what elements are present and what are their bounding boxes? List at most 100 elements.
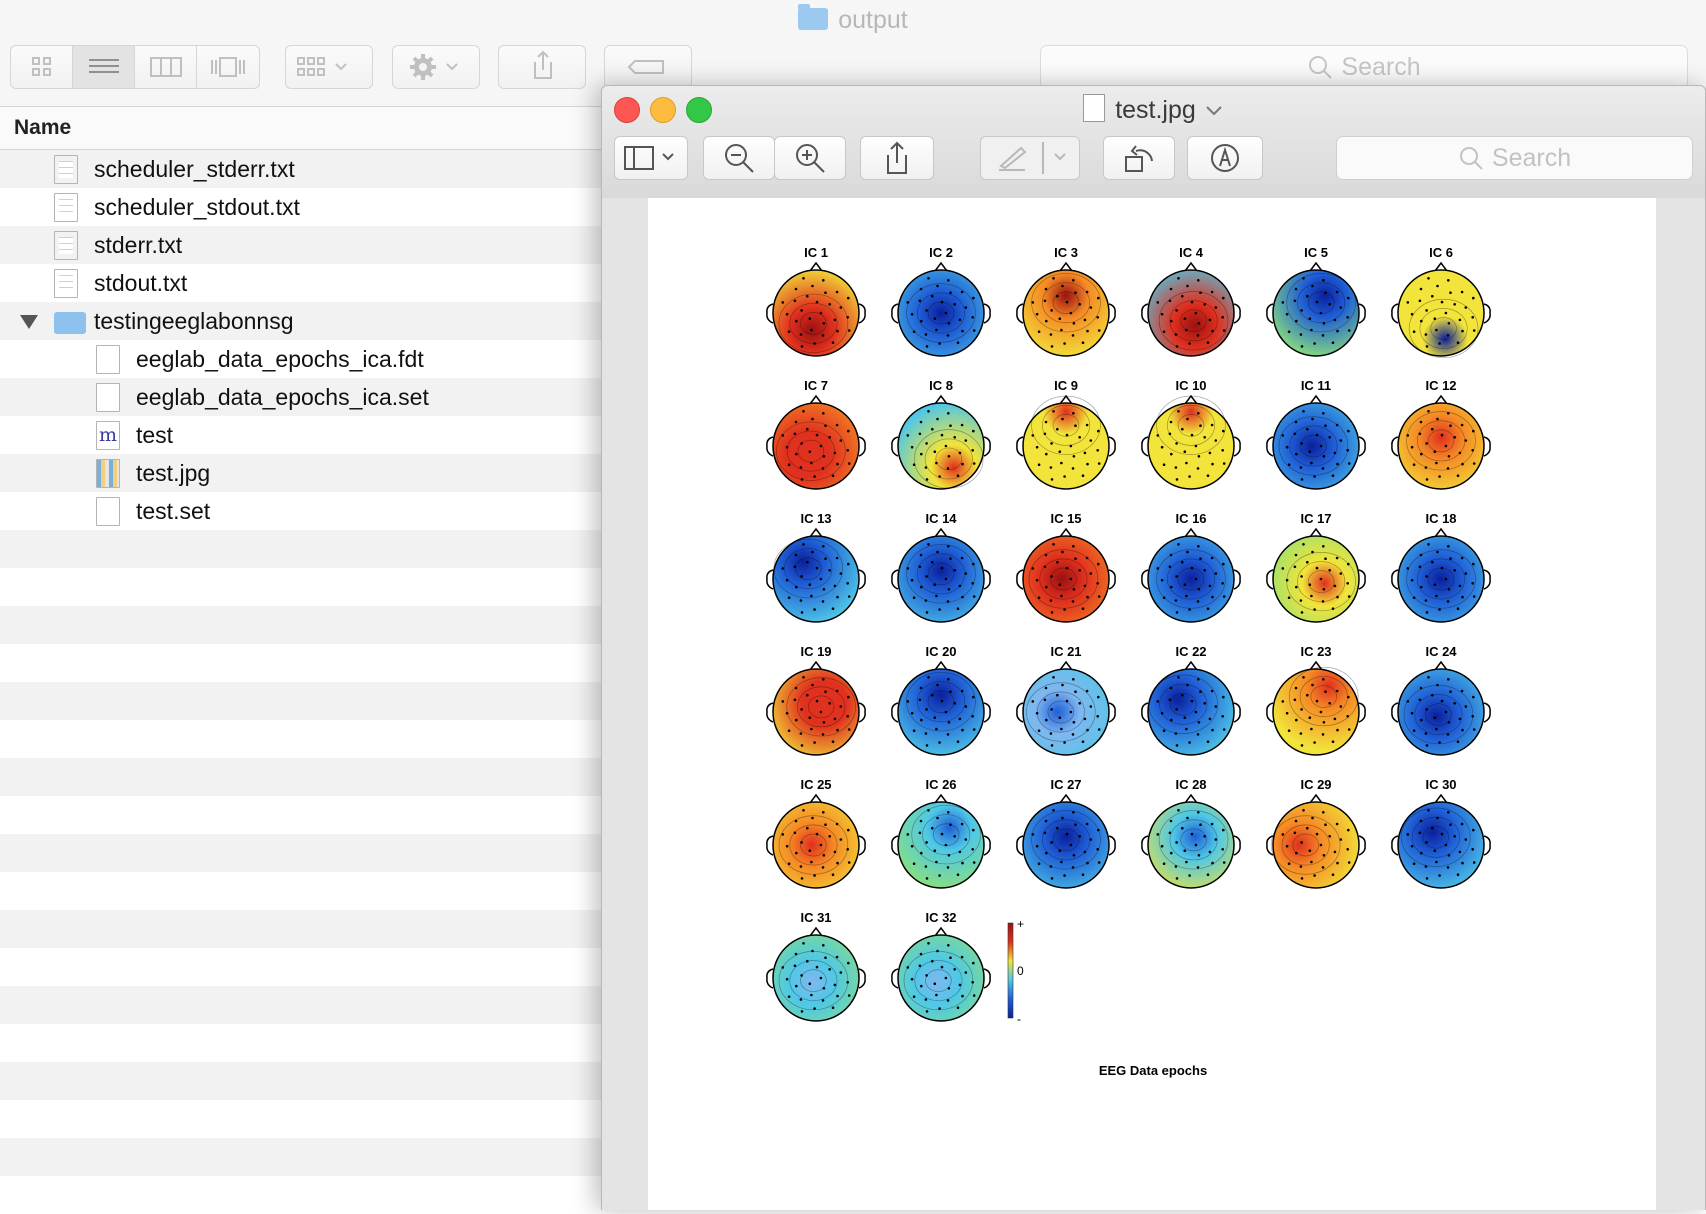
gear-icon (410, 54, 458, 80)
ic-topoplot (1016, 660, 1116, 756)
file-name: testingeeglabonnsg (94, 308, 294, 334)
ica-topoplot-figure: IC 1 IC 2 IC 3 IC 4 IC 5 IC 6 IC 7 IC 8 IC 9 IC 1… (766, 245, 1491, 1078)
gallery-view-button[interactable] (197, 46, 259, 88)
matlab-file-icon: m (96, 421, 120, 450)
figure-caption: EEG Data epochs (1099, 1063, 1207, 1078)
ic-label: IC 10 (1175, 378, 1206, 393)
text-file-icon (54, 269, 78, 298)
search-icon (1459, 147, 1483, 170)
ic-label: IC 12 (1425, 378, 1456, 393)
file-name: stdout.txt (94, 270, 188, 296)
disclosure-triangle-icon[interactable] (20, 315, 38, 329)
tag-button[interactable] (604, 45, 692, 89)
colorbar-mid-label: 0 (1017, 964, 1024, 978)
finder-title: output (0, 0, 1706, 40)
image-file-icon (1083, 94, 1106, 122)
file-name: eeglab_data_epochs_ica.fdt (136, 346, 424, 372)
file-name: test (136, 422, 174, 448)
columns-icon (149, 57, 182, 77)
column-view-button[interactable] (135, 46, 197, 88)
search-placeholder: Search (1491, 144, 1572, 172)
ic-label: IC 20 (925, 644, 956, 659)
ic-topoplot (1391, 261, 1491, 359)
markup-toolbar-button[interactable] (1187, 136, 1263, 180)
ic-topoplot (891, 394, 991, 490)
ic-topoplot (1016, 394, 1116, 490)
ic-topoplot (1141, 527, 1241, 623)
ic-label: IC 14 (925, 511, 957, 526)
ic-label: IC 31 (800, 910, 831, 925)
zoom-out-icon (725, 144, 754, 173)
icon-view-button[interactable] (11, 46, 73, 88)
ic-topoplot (1391, 793, 1491, 889)
ic-topoplot (766, 527, 866, 623)
text-file-icon (54, 193, 78, 222)
name-column-label: Name (14, 116, 72, 139)
ic-label: IC 24 (1425, 644, 1457, 659)
search-icon (1309, 56, 1333, 79)
sidebar-button[interactable] (614, 136, 688, 180)
ic-topoplot (891, 261, 991, 357)
ic-label: IC 19 (800, 644, 831, 659)
ic-topoplot (891, 527, 991, 623)
ic-label: IC 18 (1425, 511, 1456, 526)
finder-search-field[interactable]: Search (1040, 45, 1688, 89)
ic-topoplot (766, 660, 866, 756)
ic-label: IC 7 (804, 378, 828, 393)
markup-pen-button[interactable] (980, 136, 1080, 180)
folder-icon (54, 312, 86, 334)
ic-label: IC 6 (1429, 245, 1453, 260)
ic-label: IC 1 (804, 245, 828, 260)
image-file-icon (96, 459, 120, 488)
colorbar: +0 - (1007, 917, 1024, 1026)
preview-window: test.jpg Search IC 1 IC 2 IC 3 (601, 85, 1706, 1210)
preview-share-button[interactable] (860, 136, 934, 180)
ic-topoplot (766, 261, 866, 357)
image-page: IC 1 IC 2 IC 3 IC 4 IC 5 IC 6 IC 7 IC 8 IC 9 IC 1… (648, 198, 1656, 1210)
ic-label: IC 26 (925, 777, 956, 792)
colorbar-max-label: + (1017, 917, 1024, 931)
view-mode-control (10, 45, 260, 89)
list-view-button[interactable] (73, 46, 135, 88)
file-name: scheduler_stdout.txt (94, 194, 300, 220)
chevron-down-icon[interactable] (1204, 104, 1224, 118)
minimize-button[interactable] (650, 97, 676, 123)
ic-topoplot (1016, 261, 1116, 357)
ic-topoplot (1391, 394, 1491, 490)
colorbar-min-label: - (1017, 1012, 1021, 1026)
preview-title: test.jpg (602, 94, 1705, 125)
ic-label: IC 32 (925, 910, 956, 925)
share-button[interactable] (498, 45, 586, 89)
rotate-button[interactable] (1103, 136, 1175, 180)
action-button[interactable] (392, 45, 480, 89)
arrange-icon (297, 57, 347, 76)
ic-topoplot (891, 660, 991, 756)
preview-search-field[interactable]: Search (1336, 136, 1693, 180)
preview-canvas[interactable]: IC 1 IC 2 IC 3 IC 4 IC 5 IC 6 IC 7 IC 8 IC 9 IC 1… (602, 198, 1705, 1210)
preview-title-text: test.jpg (1115, 96, 1196, 124)
ic-label: IC 15 (1050, 511, 1081, 526)
zoom-button[interactable] (686, 97, 712, 123)
search-placeholder: Search (1341, 53, 1421, 81)
ic-topoplot (1016, 793, 1116, 889)
ic-topoplot (891, 926, 991, 1022)
zoom-out-button[interactable] (703, 136, 775, 180)
ic-label: IC 8 (929, 378, 953, 393)
ic-label: IC 13 (800, 511, 831, 526)
ic-label: IC 9 (1054, 378, 1078, 393)
ic-label: IC 21 (1050, 644, 1081, 659)
tag-icon (627, 60, 664, 74)
zoom-in-button[interactable] (774, 136, 846, 180)
ic-topoplot (1266, 660, 1366, 756)
close-button[interactable] (614, 97, 640, 123)
arrange-button[interactable] (285, 45, 373, 89)
share-icon (534, 50, 552, 79)
ic-topoplot (1266, 793, 1366, 889)
ic-label: IC 29 (1300, 777, 1331, 792)
ic-label: IC 5 (1304, 245, 1328, 260)
file-name: test.jpg (136, 460, 211, 486)
zoom-in-icon (796, 144, 825, 173)
ic-label: IC 17 (1300, 511, 1331, 526)
ic-topoplot (766, 926, 866, 1022)
rotate-icon (1125, 145, 1153, 172)
